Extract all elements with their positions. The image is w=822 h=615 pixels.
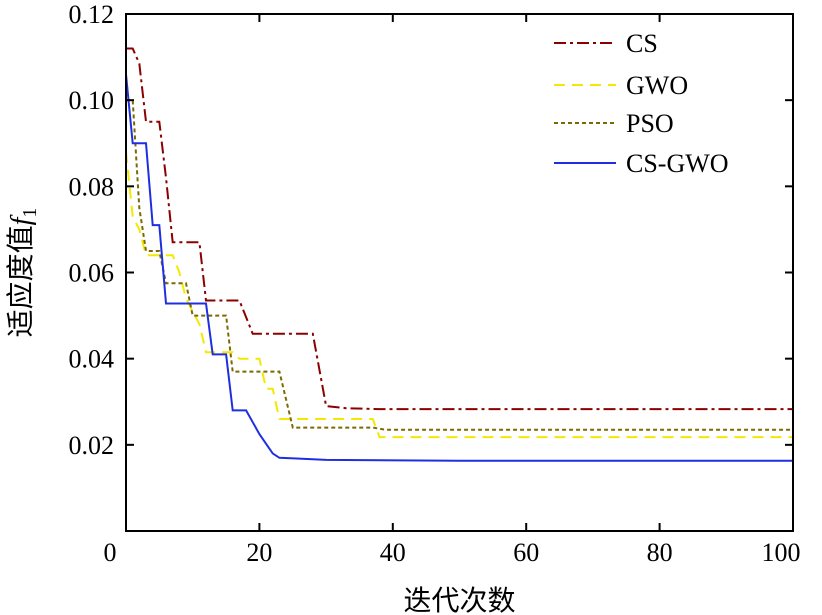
series-line-gwo [125,151,793,439]
legend-label-pso: PSO [626,109,674,138]
legend: CS GWO PSO CS-GWO [554,29,729,178]
x-tick-label: 80 [647,538,673,567]
legend-label-gwo: GWO [626,71,688,100]
legend-label-cs: CS [626,29,658,58]
series-line-cs-gwo [125,74,793,462]
y-axis-title-symbol: f [6,214,37,225]
x-tick-label: 60 [513,538,539,567]
y-axis-title: 适应度值f1 [4,208,41,338]
series-line-pso [126,99,793,431]
y-tick-label: 0.12 [69,0,115,29]
plot-frame [125,13,794,532]
legend-label-cs-gwo: CS-GWO [626,149,729,178]
series-lines [125,47,793,462]
y-tick-label: 0.04 [69,345,115,374]
x-axis-title: 迭代次数 [403,584,515,615]
y-tick-label: 0.08 [69,172,115,201]
y-tick-label: 0.02 [69,431,115,460]
y-axis-title-text: 适应度值 [4,225,37,337]
x-tick-label: 100 [762,538,801,567]
x-tick-label: 40 [380,538,406,567]
axis-ticks: 0 20 40 60 80 100 0.02 0.04 0.06 0.08 0.10 0.12 [69,0,801,567]
x-tick-label: 20 [246,538,272,567]
y-tick-label: 0.10 [69,86,115,115]
y-axis-title-subscript: 1 [19,208,41,218]
y-tick-label: 0.06 [69,259,115,288]
x-tick-label: 0 [104,538,117,567]
series-line-cs [126,47,793,411]
